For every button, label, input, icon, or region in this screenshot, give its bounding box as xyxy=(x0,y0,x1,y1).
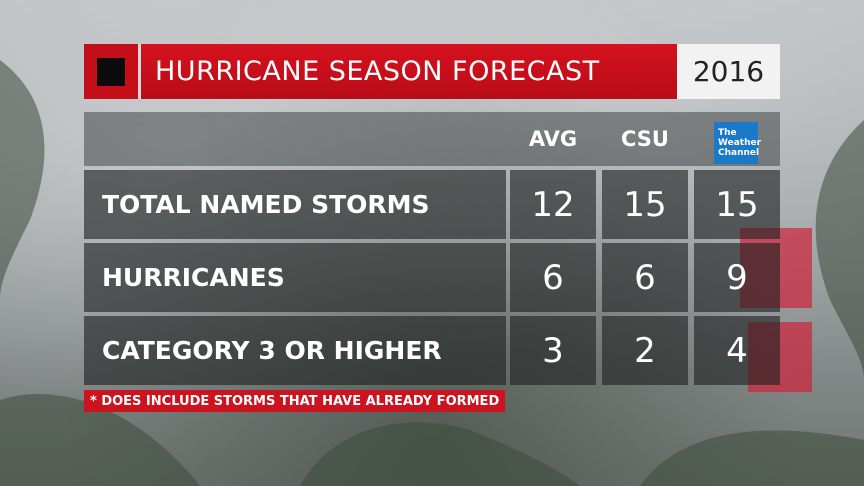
column-header-csu: CSU xyxy=(621,127,669,151)
row-label-hurricanes: HURRICANES xyxy=(84,243,506,312)
cell-avg: 12 xyxy=(510,170,596,239)
column-header-row: AVG CSU The Weather Channel xyxy=(84,112,780,166)
cell-csu: 2 xyxy=(602,316,688,385)
column-header-avg: AVG xyxy=(528,127,578,151)
row-label-category-3-or-higher: CATEGORY 3 OR HIGHER xyxy=(84,316,506,385)
cell-avg: 6 xyxy=(510,243,596,312)
footnote: * DOES INCLUDE STORMS THAT HAVE ALREADY … xyxy=(84,390,506,412)
cell-csu: 15 xyxy=(602,170,688,239)
page-title: HURRICANE SEASON FORECAST xyxy=(141,44,677,99)
weather-channel-logo: The Weather Channel xyxy=(714,122,762,164)
logo-text-line: Weather xyxy=(718,138,762,148)
table-row: HURRICANES 6 6 9 xyxy=(84,243,780,312)
black-square-icon xyxy=(97,57,125,86)
year-label: 2016 xyxy=(677,44,780,99)
cell-csu: 6 xyxy=(602,243,688,312)
table-row: TOTAL NAMED STORMS 12 15 15 xyxy=(84,170,780,239)
header-square-block xyxy=(84,44,138,99)
header-bar: HURRICANE SEASON FORECAST 2016 xyxy=(84,44,780,99)
table-row: CATEGORY 3 OR HIGHER 3 2 4 xyxy=(84,316,780,385)
logo-text-line: Channel xyxy=(718,148,760,158)
cell-twc: 9 xyxy=(694,243,780,312)
row-label-total-named-storms: TOTAL NAMED STORMS xyxy=(84,170,506,239)
cell-twc: 4 xyxy=(694,316,780,385)
cell-avg: 3 xyxy=(510,316,596,385)
forecast-table: AVG CSU The Weather Channel TOTAL NAMED … xyxy=(84,112,780,385)
cell-twc: 15 xyxy=(694,170,780,239)
logo-text-line: The xyxy=(718,128,737,138)
header-divider xyxy=(138,44,141,99)
